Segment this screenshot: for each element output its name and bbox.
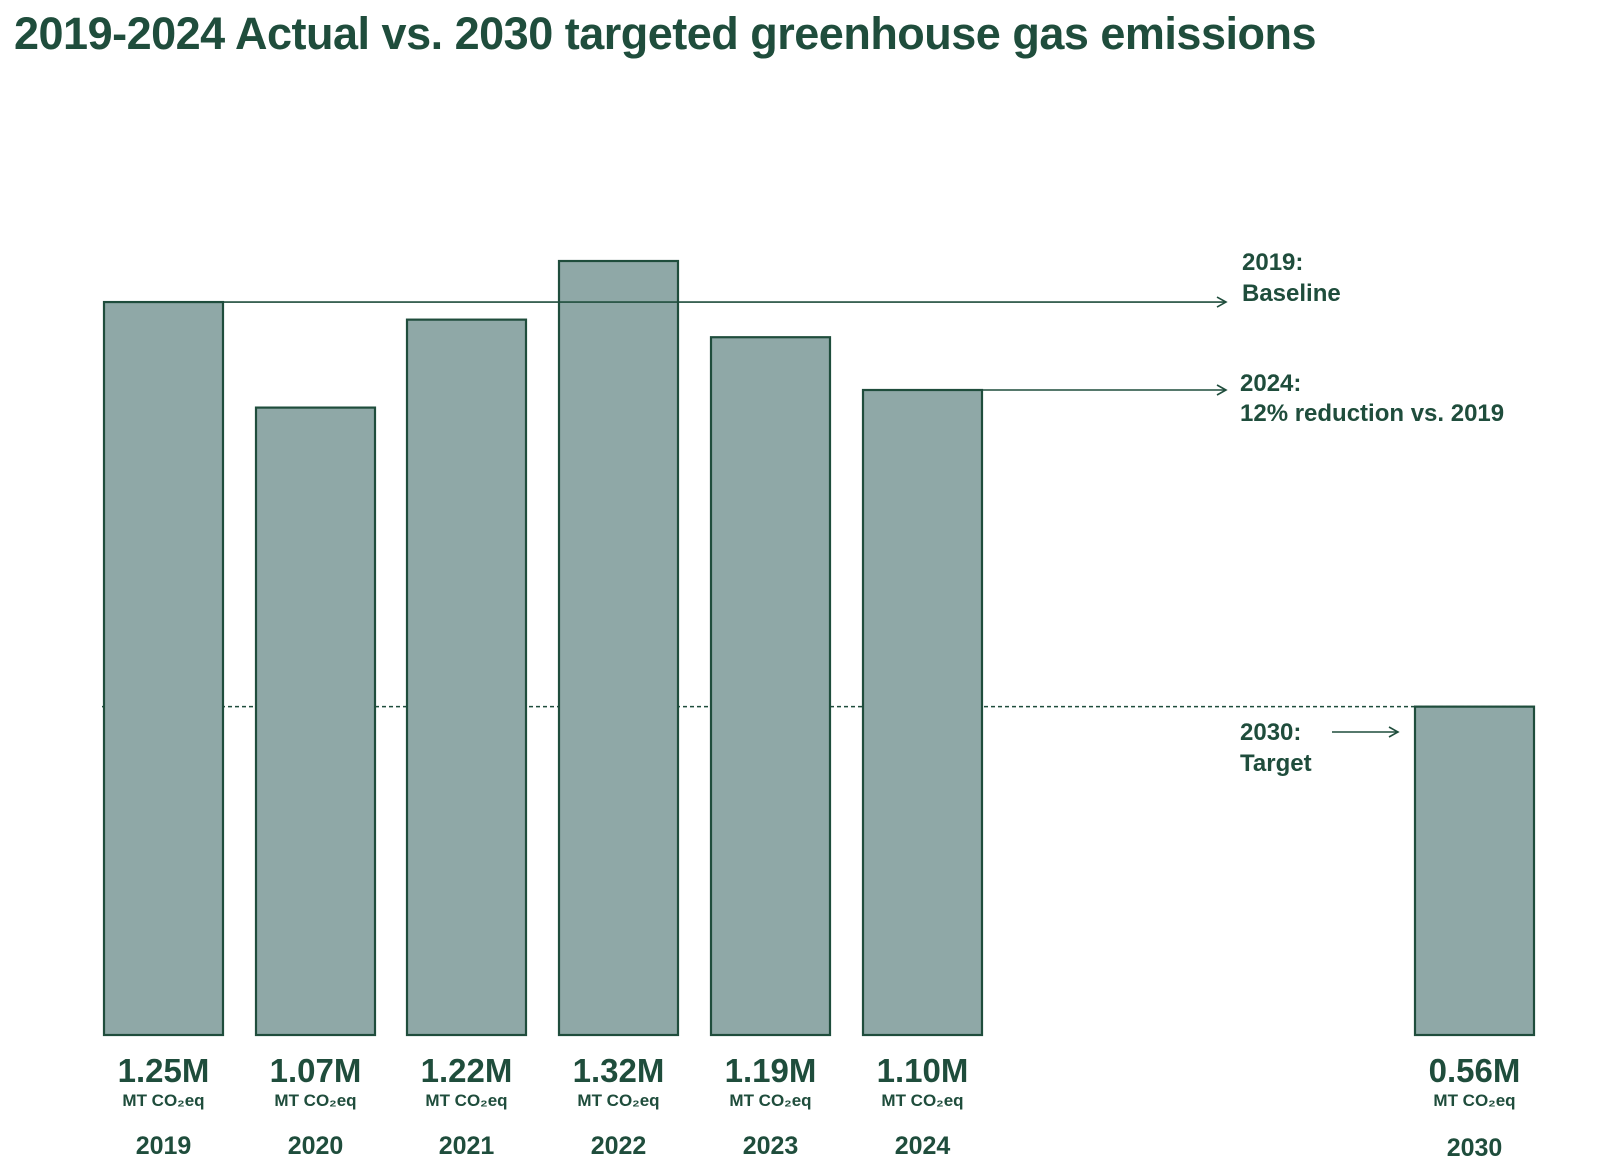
value-label-2019: 1.25M: [118, 1052, 210, 1089]
unit-label-2022: MT CO₂eq: [577, 1091, 659, 1110]
bar-2023: [709, 336, 832, 1037]
category-label-2022: 2022: [591, 1132, 647, 1160]
bar-group: [102, 259, 1536, 1037]
bar-2022: [557, 259, 680, 1037]
unit-label-2020: MT CO₂eq: [274, 1091, 356, 1110]
value-label-2021: 1.22M: [421, 1052, 513, 1089]
bar-2030: [1413, 705, 1536, 1037]
category-label-2030: 2030: [1447, 1134, 1503, 1162]
unit-label-2023: MT CO₂eq: [729, 1091, 811, 1110]
category-label-2021: 2021: [439, 1132, 495, 1160]
target-annotation-label: Target: [1240, 750, 1312, 777]
bar-2019: [102, 300, 225, 1037]
value-label-2020: 1.07M: [270, 1052, 362, 1089]
current-annotation-label: 12% reduction vs. 2019: [1240, 400, 1504, 427]
bar-labels: 1.25M MT CO₂eq 2019 1.07M MT CO₂eq 2020 1.22M M…: [118, 1052, 1521, 1162]
category-label-2024: 2024: [895, 1132, 951, 1160]
unit-label-2024: MT CO₂eq: [881, 1091, 963, 1110]
unit-label-2030: MT CO₂eq: [1433, 1091, 1515, 1110]
bar-2021: [405, 318, 528, 1037]
value-label-2023: 1.19M: [725, 1052, 817, 1089]
unit-label-2019: MT CO₂eq: [122, 1091, 204, 1110]
category-label-2020: 2020: [288, 1132, 344, 1160]
bar-2020: [254, 406, 377, 1037]
bar-2024: [861, 388, 984, 1037]
category-label-2019: 2019: [136, 1132, 192, 1160]
value-label-2024: 1.10M: [877, 1052, 969, 1089]
value-label-2030: 0.56M: [1429, 1052, 1521, 1089]
category-label-2023: 2023: [743, 1132, 799, 1160]
current-annotation-year: 2024:: [1240, 370, 1301, 397]
baseline-annotation-label: Baseline: [1242, 280, 1341, 307]
value-label-2022: 1.32M: [573, 1052, 665, 1089]
chart-title: 2019-2024 Actual vs. 2030 targeted green…: [14, 8, 1316, 59]
baseline-annotation-year: 2019:: [1242, 249, 1303, 276]
unit-label-2021: MT CO₂eq: [425, 1091, 507, 1110]
target-annotation-year: 2030:: [1240, 719, 1301, 746]
